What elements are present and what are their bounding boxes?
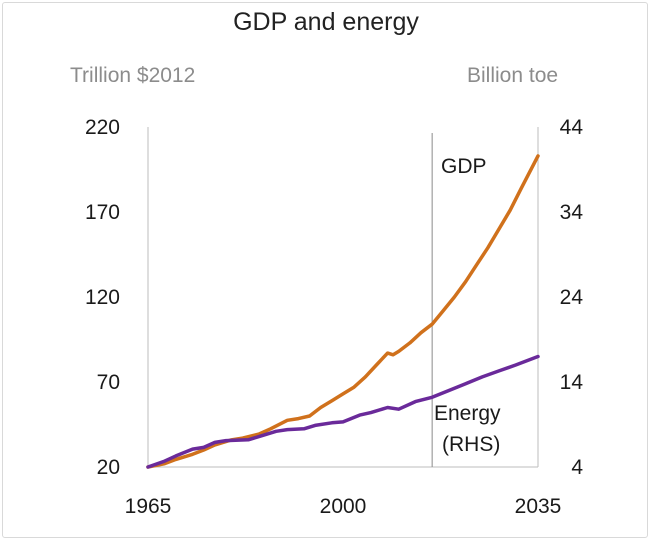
- left-y-tick-label: 70: [97, 371, 120, 394]
- left-y-tick-label: 20: [97, 456, 120, 479]
- gdp-series-label: GDP: [441, 155, 487, 178]
- left-axis-unit-label: Trillion $2012: [70, 64, 196, 87]
- x-tick-label: 2000: [320, 495, 367, 518]
- right-y-tick-label: 34: [560, 201, 584, 224]
- left-y-tick-label: 120: [85, 286, 120, 309]
- x-tick-label: 1965: [125, 495, 172, 518]
- chart-title: GDP and energy: [233, 8, 419, 36]
- left-y-tick-label: 170: [85, 201, 120, 224]
- right-y-tick-label: 44: [560, 116, 584, 139]
- chart-frame: [2, 2, 648, 538]
- right-y-tick-label: 24: [560, 286, 584, 309]
- energy-series-line: [146, 354, 540, 469]
- left-y-tick-label: 220: [85, 116, 120, 139]
- right-y-tick-label: 14: [560, 371, 584, 394]
- right-axis-unit-label: Billion toe: [467, 64, 559, 87]
- energy-series-label-line1: Energy: [434, 402, 501, 425]
- energy-series-label-line2: (RHS): [442, 433, 500, 456]
- x-tick-label: 2035: [515, 495, 562, 518]
- right-y-tick-label: 4: [571, 456, 583, 479]
